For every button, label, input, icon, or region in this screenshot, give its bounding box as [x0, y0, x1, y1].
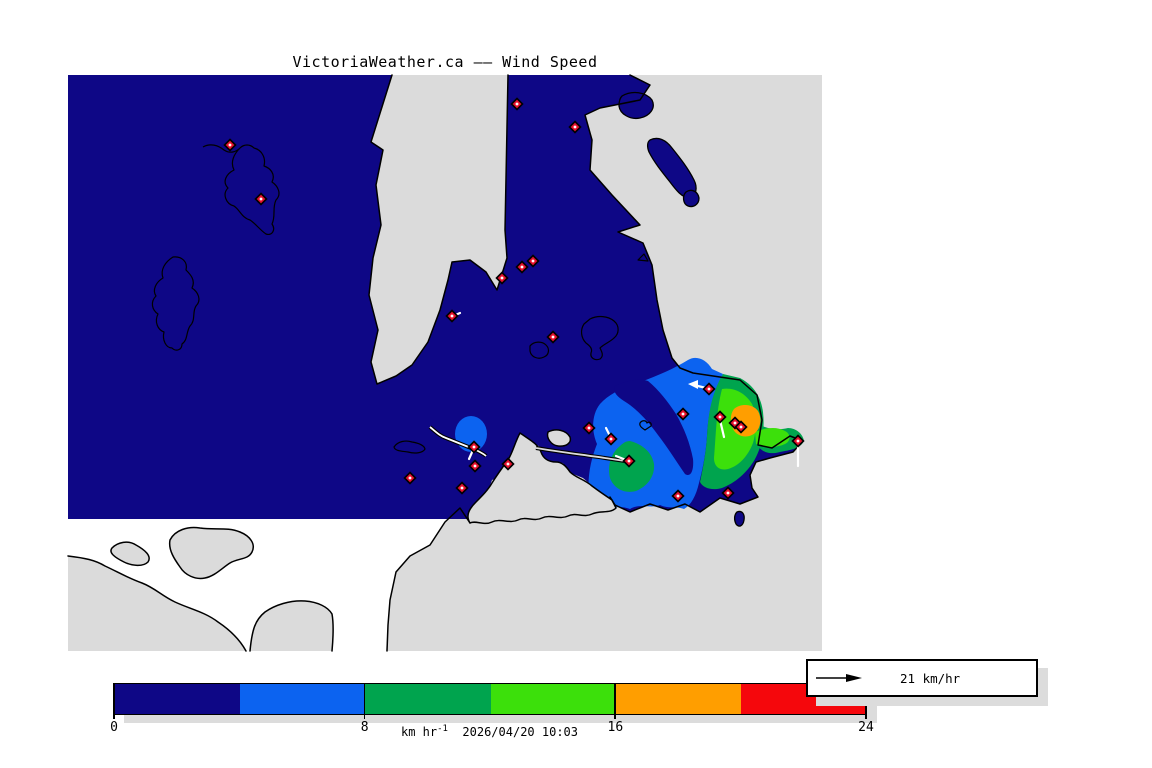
- island-ne-3: [682, 189, 700, 208]
- units-label: km hr: [400, 725, 438, 739]
- island-outline-kidney: [529, 341, 550, 359]
- coastline-east: [584, 74, 804, 513]
- island-ne-1: [618, 91, 654, 120]
- station-marker-center: [472, 445, 476, 449]
- coastline-southwest: [386, 507, 471, 652]
- colorbar-segment-4: [615, 684, 741, 714]
- land-bottom-center: [250, 600, 334, 651]
- wind-vane-arrowhead: [688, 380, 698, 389]
- station-marker-center: [531, 259, 535, 263]
- island-sw-small: [110, 541, 150, 567]
- station-marker-center: [587, 426, 591, 430]
- station-marker-center: [707, 387, 711, 391]
- station-marker-center: [739, 425, 743, 429]
- station-marker-center: [718, 415, 722, 419]
- island-outline-west: [151, 256, 200, 351]
- colorbar-segment-3: [490, 684, 616, 714]
- coastline-bottom-center: [249, 600, 334, 652]
- station-marker-center: [551, 335, 555, 339]
- station-marker-center: [676, 494, 680, 498]
- land-bottom-left: [68, 556, 246, 651]
- island-outline-blob: [580, 315, 619, 361]
- station-marker-center: [473, 464, 477, 468]
- station-marker-center: [408, 476, 412, 480]
- channel-water: [429, 426, 487, 457]
- colorbar: [114, 683, 867, 715]
- station-marker-center: [627, 459, 631, 463]
- spit-land: [535, 447, 626, 462]
- island-trial: [733, 510, 745, 527]
- inlet-wedge: [369, 75, 508, 384]
- station-marker-center: [450, 314, 454, 318]
- colorbar-units: km hr-1 2026/04/20 10:03: [114, 724, 865, 739]
- timestamp: 2026/04/20 10:03: [462, 725, 578, 739]
- station-marker-center: [609, 437, 613, 441]
- wind-legend: 21 km/hr: [806, 659, 1038, 697]
- station-marker-center: [460, 486, 464, 490]
- units-exponent: -1: [437, 724, 448, 734]
- station-marker-center: [681, 412, 685, 416]
- contour-green-esquimalt: [609, 441, 655, 492]
- station-marker-center: [733, 421, 737, 425]
- station-marker-center: [520, 265, 524, 269]
- colorbar-segment-2: [365, 684, 491, 714]
- wind-legend-label: 21 km/hr: [900, 670, 961, 686]
- colorbar-segment-0: [115, 684, 241, 714]
- island-outline-tiny: [639, 420, 652, 431]
- station-marker-center: [726, 491, 730, 495]
- station-marker-center: [515, 102, 519, 106]
- station-marker-center: [259, 197, 263, 201]
- land-royal-roads: [546, 429, 572, 447]
- contour-navy-saddle: [614, 379, 694, 476]
- colorbar-segment-1: [240, 684, 366, 714]
- station-marker-center: [573, 125, 577, 129]
- station-marker-center: [500, 276, 504, 280]
- land-albert-head: [467, 432, 617, 525]
- page-title: VictoriaWeather.ca —— Wind Speed: [292, 53, 598, 71]
- island-outline-saltspring: [202, 144, 280, 235]
- coastline-bottom-left: [67, 555, 247, 652]
- station-markers-layer: [223, 97, 805, 503]
- wind-arrow-icon: [816, 674, 862, 682]
- station-marker-center: [796, 439, 800, 443]
- coastline-inlet-wedge: [368, 74, 509, 385]
- station-marker-center: [506, 462, 510, 466]
- island-outline-triangle: [637, 253, 649, 262]
- island-outline-elongated: [393, 440, 426, 454]
- station-marker-center: [228, 143, 232, 147]
- island-sw-large: [168, 526, 254, 580]
